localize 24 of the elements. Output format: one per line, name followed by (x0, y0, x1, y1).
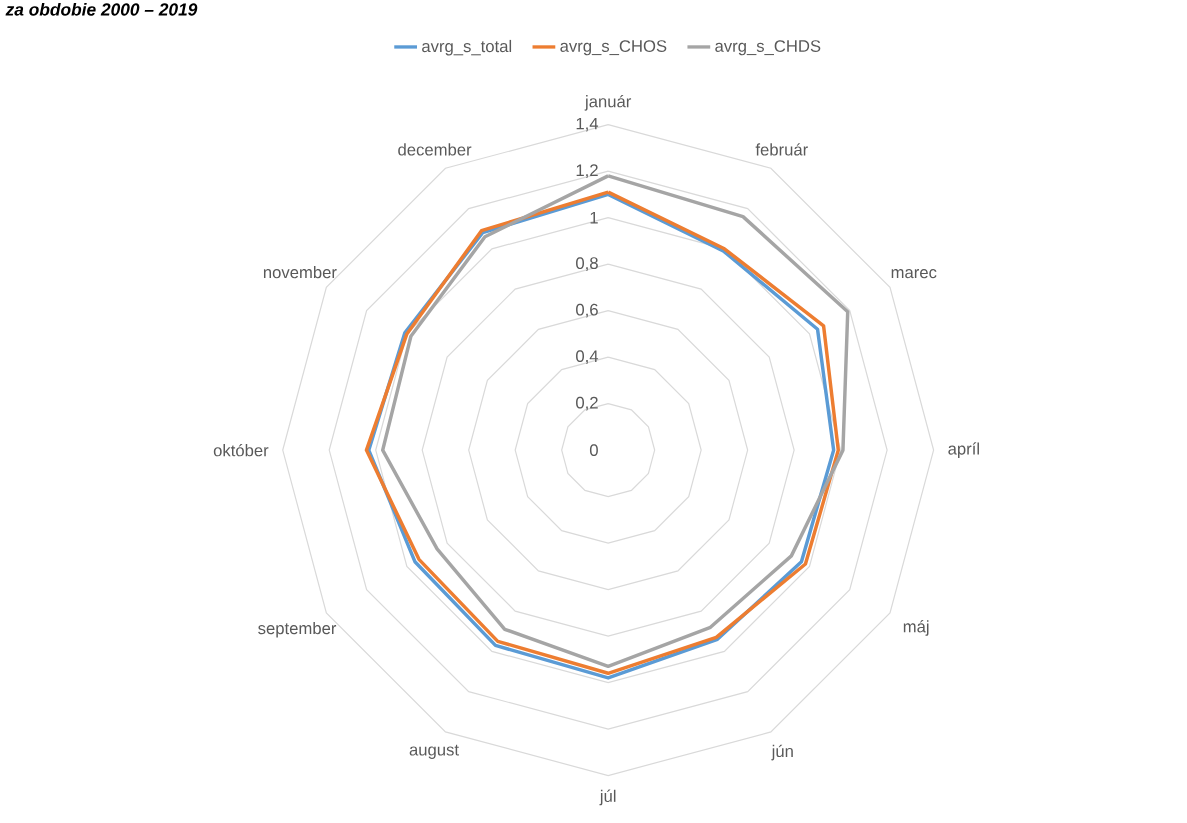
spoke-label: január (584, 94, 632, 111)
spoke-label: apríl (948, 442, 979, 459)
chart-title: za obdobie 2000 – 2019 (5, 2, 198, 16)
y-tick-label: 1 (590, 211, 598, 224)
spoke-label: jún (771, 744, 793, 761)
spoke-label: október (213, 443, 269, 457)
legend-label: avrg_s_total (422, 39, 512, 56)
legend-label: avrg_s_CHDS (715, 40, 821, 56)
spoke-label: december (398, 143, 472, 156)
spoke-label: február (755, 143, 808, 156)
y-tick-label: 0,6 (576, 303, 598, 318)
y-tick-label: 0,4 (576, 350, 599, 365)
spoke-label: marec (891, 269, 937, 279)
y-tick-label: 0,2 (576, 396, 598, 411)
y-tick-label: 1,2 (576, 164, 598, 179)
spoke-label: november (263, 266, 337, 279)
y-tick-label: 0 (589, 444, 598, 457)
legend-label: avrg_s_CHOS (560, 40, 667, 56)
spoke-label: júl (599, 789, 616, 806)
spoke-label: september (258, 622, 337, 638)
spoke-label: máj (903, 620, 929, 636)
y-tick-label: 0,8 (576, 257, 598, 272)
y-tick-label: 1,4 (576, 117, 599, 132)
spoke-label: august (409, 744, 459, 759)
